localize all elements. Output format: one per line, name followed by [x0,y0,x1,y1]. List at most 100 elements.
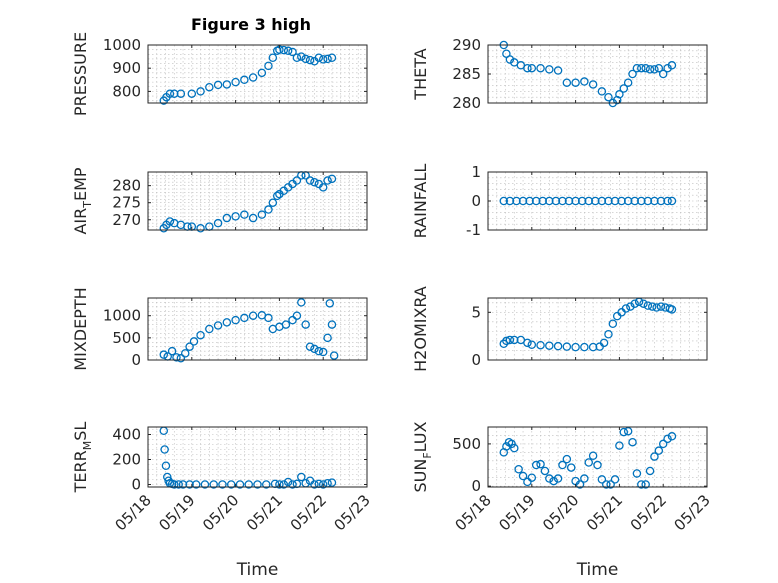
terr_msl-point [191,480,201,489]
mixdepth-point [301,320,310,329]
h2omixra-point [648,302,657,311]
pressure-point [264,61,273,71]
air_temp-point [165,217,175,226]
terr_msl-point [218,480,227,489]
theta-point [628,69,637,79]
x-tick-label: 05/23 [671,491,714,534]
sun_flux-point [575,480,585,489]
y-tick-label: 1000 [103,36,141,54]
h2omixra-point [667,305,677,314]
rainfall-point [663,196,672,206]
y-tick-label: 0 [131,476,141,494]
terr_msl-point [318,480,328,489]
air_temp-point [318,183,328,192]
sun_flux-point [553,474,563,483]
theta-axes: 280 285 290 THETA [411,36,708,112]
h2omixra-axes: 0 5 H2OMIXRA [411,286,708,372]
h2omixra-point [505,335,515,345]
y-tick-label: 0 [471,192,481,210]
pressure-point [301,54,310,64]
x-tick-label: 05/21 [583,491,626,534]
sun_flux-point [650,452,659,461]
terr_msl-point [283,477,293,487]
y-tick-label: 1000 [103,307,141,325]
air_temp-point [323,176,332,185]
y-tick-label: 800 [112,82,141,100]
pressure-point [323,54,332,64]
pressure-point [187,89,197,98]
mixdepth-point [292,311,302,320]
x-tick-label: 05/21 [243,491,286,534]
y-axis-label: AIRTEMP [71,167,94,234]
terr_msl-point [170,480,179,489]
terr_msl-point [226,480,236,489]
mixdepth-point [325,299,335,308]
air_temp-point [222,213,232,223]
mixdepth-point [196,330,205,340]
terr_msl-point [209,480,218,489]
air_temp-point [305,176,315,185]
y-tick-label: 200 [112,451,141,469]
sun_flux-point [536,459,545,469]
sun_flux-point [510,443,519,453]
sun_flux-point [641,480,650,489]
mixdepth-point [167,346,177,356]
pressure-point [222,80,232,89]
axes-frame [147,426,368,488]
sun_flux-point [632,469,642,478]
mixdepth-axes: 0 500 1000 MIXDEPTH [71,287,368,371]
mixdepth-point [240,313,249,323]
sun_flux-point [588,451,598,460]
h2omixra-point [562,342,572,351]
sun_flux-point [597,475,607,484]
figure-title: Figure 3 high [191,15,311,34]
terr_msl-point [310,480,319,489]
mixdepth-point [180,349,190,358]
sun_flux-point [558,460,567,470]
mixdepth-point [185,342,194,351]
mixdepth-point [159,350,169,359]
y-axis-label: SUNFLUX [411,421,434,492]
terr-msl-axes: 0 200 400 05/18 05/19 05/20 05/21 05/22 05/23 Tim… [71,422,374,580]
x-tick-label: 05/19 [495,491,538,534]
terr_msl-point [235,480,245,489]
h2omixra-point [527,340,537,349]
theta-point [632,63,642,73]
y-tick-label: 280 [112,177,141,195]
h2omixra-point [608,319,618,329]
x-axis-label: Time [576,560,619,580]
h2omixra-point [630,299,639,308]
sun_flux-point [593,460,602,470]
y-tick-label: 500 [112,329,141,347]
y-tick-label: 1 [471,163,481,181]
h2omixra-point [571,342,580,352]
pressure-point [318,55,328,64]
sun_flux-point [610,475,620,484]
h2omixra-point [652,303,661,312]
sun_flux-point [507,439,516,449]
sun_flux-point [580,474,589,483]
sun_flux-point [518,471,528,481]
sun_flux-point [523,477,532,487]
sun_flux-point [628,437,637,447]
pressure-point [288,47,297,57]
air_temp-point [231,212,240,221]
mixdepth-point [288,315,297,325]
x-tick-label: 05/19 [155,491,198,534]
mixdepth-point [213,321,223,330]
plot-area [147,426,368,488]
terr_msl-point [288,480,297,489]
sun_flux-point [562,454,572,464]
mixdepth-point [314,346,324,356]
y-tick-label: 270 [112,211,141,229]
sun_flux-point [645,466,655,476]
x-tick-label: 05/18 [112,491,155,534]
sun-flux-axes: 0 500 05/18 05/19 05/20 05/21 05/22 05/23 Time SU… [411,421,714,580]
y-tick-label: 5 [471,303,481,321]
y-tick-label: 0 [131,351,141,369]
pressure-point [248,73,258,82]
air_temp-point [327,174,337,184]
terr_msl-point [275,480,284,489]
sun_flux-point [527,473,537,482]
